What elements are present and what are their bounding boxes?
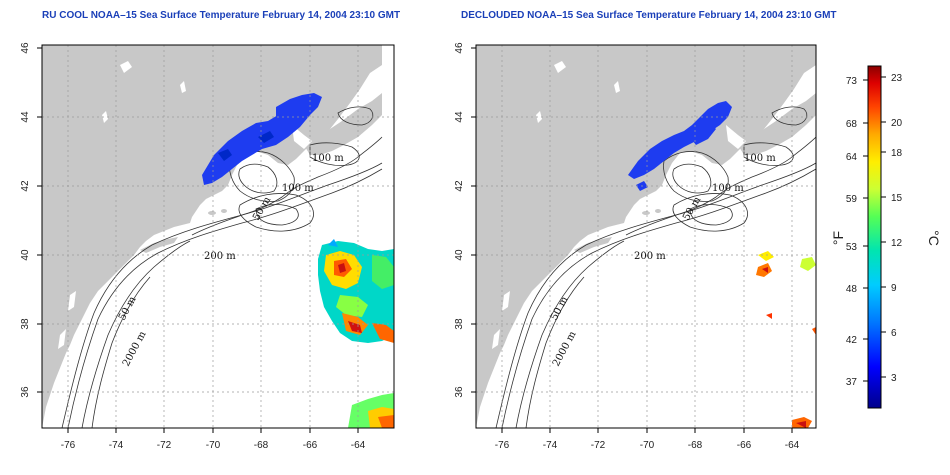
grid-right [476, 45, 816, 428]
x-tick-label: -68 [254, 440, 269, 451]
x-tick-label: -76 [61, 440, 76, 451]
colorbar-c-tick: 18 [891, 148, 903, 159]
y-tick-label: 38 [20, 318, 31, 330]
x-tick-label: -68 [688, 440, 703, 451]
contour-label: 100 m [712, 183, 744, 194]
colorbar-f-tick: 64 [846, 152, 858, 163]
y-tick-label: 42 [20, 180, 31, 192]
map-left: 100 m 100 m 50 m 200 m 50 m 2000 m -76 -… [20, 42, 395, 451]
x-tick-label: -76 [495, 440, 510, 451]
x-tick-label: -64 [785, 440, 800, 451]
colorbar-c-tick: 20 [891, 118, 903, 129]
colorbar: 73 68 64 59 53 48 42 37 23 20 18 15 12 9… [830, 65, 942, 409]
colorbar-fahrenheit-unit: °F [830, 231, 846, 245]
y-tick-label: 42 [454, 180, 465, 192]
y-tick-label: 36 [20, 386, 31, 398]
y-tick-label: 40 [20, 249, 31, 261]
colorbar-c-tick: 12 [891, 238, 903, 249]
y-tick-label: 46 [454, 42, 465, 54]
colorbar-c-tick: 9 [891, 283, 897, 294]
y-tick-label: 40 [454, 249, 465, 261]
x-tick-label: -64 [351, 440, 366, 451]
map-right: 100 m 100 m 50 m 200 m 50 m 2000 m -76 -… [454, 42, 817, 451]
sst-gulf-of-maine-right [628, 101, 732, 191]
x-tick-label: -74 [543, 440, 558, 451]
contour-label: 100 m [282, 183, 314, 194]
x-tick-label: -72 [157, 440, 172, 451]
colorbar-scale [867, 65, 882, 409]
x-tick-label: -70 [206, 440, 221, 451]
colorbar-f-tick: 73 [846, 76, 858, 87]
x-tick-label: -72 [591, 440, 606, 451]
colorbar-f-tick: 59 [846, 194, 858, 205]
x-tick-label: -66 [303, 440, 318, 451]
colorbar-celsius-unit: °C [926, 230, 942, 246]
colorbar-f-tick: 68 [846, 119, 858, 130]
x-tick-label: -70 [640, 440, 655, 451]
colorbar-c-tick: 15 [891, 193, 903, 204]
colorbar-c-tick: 3 [891, 373, 897, 384]
colorbar-f-tick: 53 [846, 242, 858, 253]
contour-label: 100 m [744, 153, 776, 164]
map-title-right: DECLOUDED NOAA–15 Sea Surface Temperatur… [461, 10, 837, 21]
sst-gulf-stream-right [756, 251, 816, 428]
y-tick-label: 38 [454, 318, 465, 330]
colorbar-f-tick: 48 [846, 284, 858, 295]
y-tick-label: 46 [20, 42, 31, 54]
x-tick-label: -66 [737, 440, 752, 451]
contour-label: 200 m [204, 251, 236, 262]
y-tick-label: 36 [454, 386, 465, 398]
colorbar-f-tick: 37 [846, 377, 858, 388]
colorbar-f-tick: 42 [846, 335, 858, 346]
contour-label: 200 m [634, 251, 666, 262]
x-tick-label: -74 [109, 440, 124, 451]
sst-gulf-stream-left [318, 239, 394, 428]
grid-left [42, 45, 394, 428]
map-title-left: RU COOL NOAA–15 Sea Surface Temperature … [42, 10, 401, 21]
y-tick-label: 44 [20, 111, 31, 123]
colorbar-c-tick: 23 [891, 73, 903, 84]
contour-label: 100 m [312, 153, 344, 164]
colorbar-c-tick: 6 [891, 328, 897, 339]
y-tick-label: 44 [454, 111, 465, 123]
